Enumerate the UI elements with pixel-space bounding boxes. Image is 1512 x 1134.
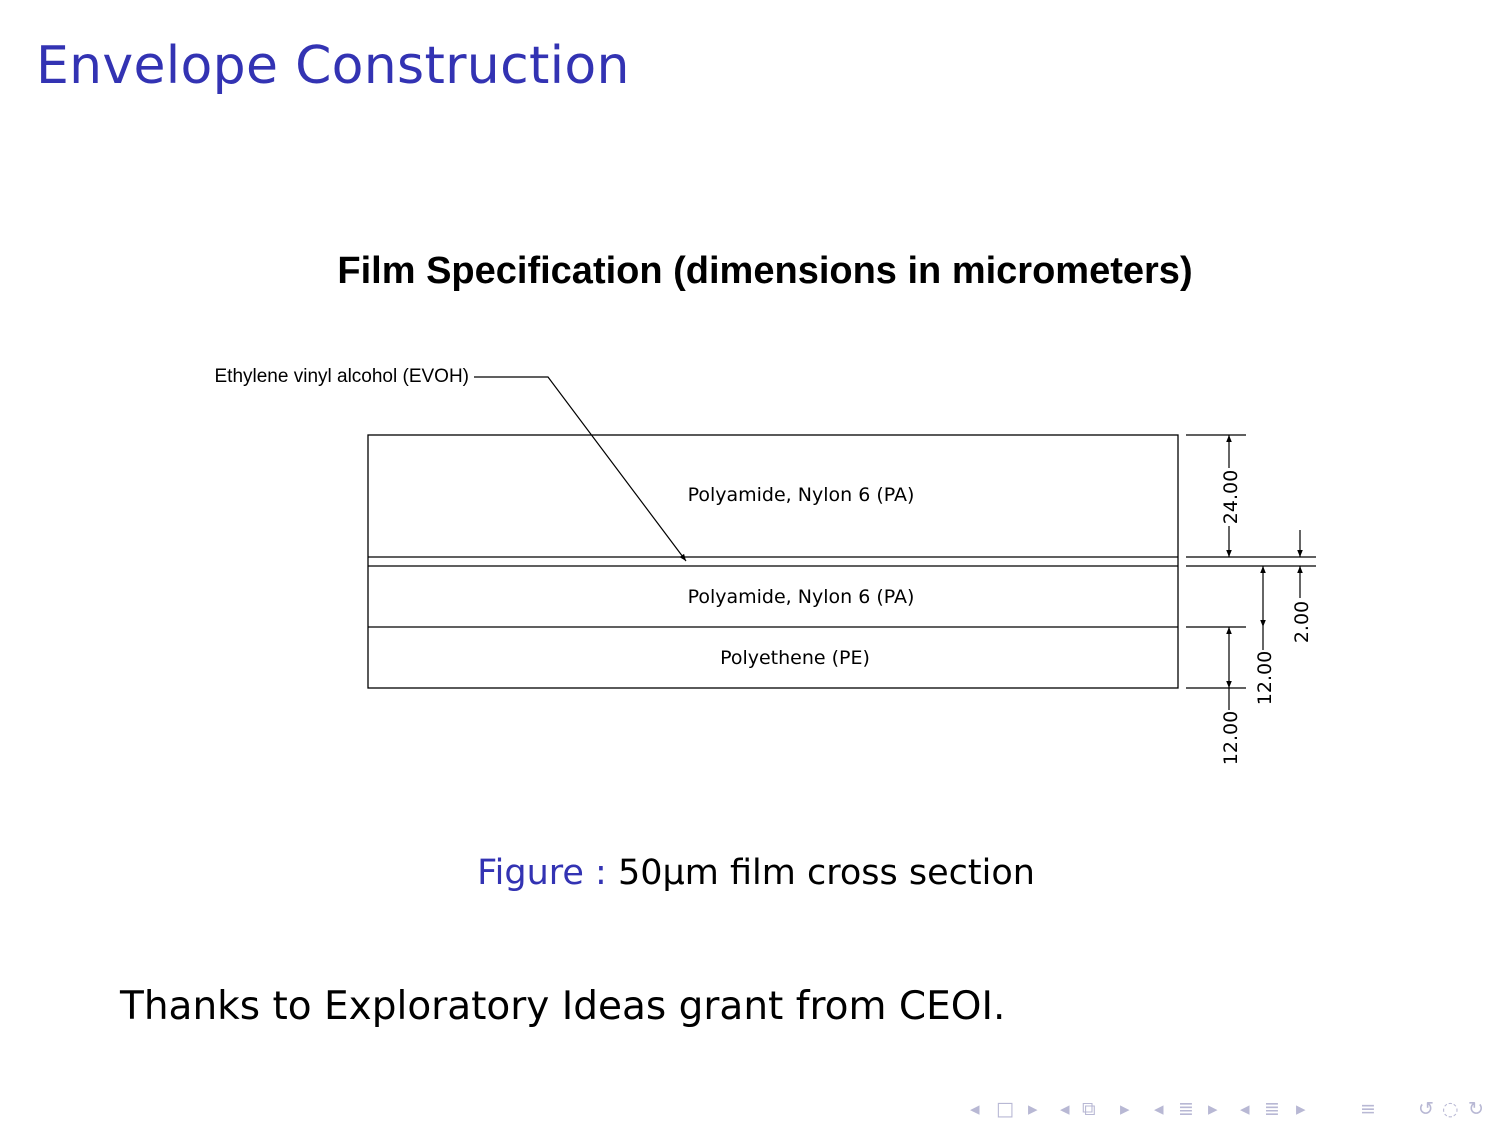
dimension-label-top-pa: 24.00: [1220, 470, 1242, 524]
dimension-label-mid-pa: 12.00: [1254, 651, 1276, 705]
undo-icon[interactable]: ↺: [1418, 1098, 1434, 1120]
nav-next-frame-icon[interactable]: ▸: [1028, 1098, 1038, 1120]
nav-prev-subsection-icon[interactable]: ◂: [1060, 1098, 1070, 1120]
dimension-label-evoh: 2.00: [1291, 601, 1313, 643]
caption-text: 50μm film cross section: [617, 853, 1035, 893]
frame-box-icon[interactable]: □: [996, 1098, 1014, 1120]
redo-icon[interactable]: ↻: [1468, 1098, 1484, 1120]
caption-label: Figure :: [477, 853, 607, 893]
subsection-box-icon[interactable]: ⧉: [1082, 1098, 1096, 1120]
figure-title: Film Specification (dimensions in microm…: [337, 250, 1193, 292]
film-outline: [367, 434, 1179, 689]
acknowledgement-text: Thanks to Exploratory Ideas grant from C…: [120, 984, 1006, 1029]
figure-caption: Figure : 50μm film cross section: [0, 853, 1512, 893]
slide-title: Envelope Construction: [36, 36, 630, 96]
extension-lines: [1186, 434, 1316, 689]
nav-next-section-icon[interactable]: ▸: [1208, 1098, 1218, 1120]
layer-stack: [367, 434, 1179, 689]
nav-prev-frame-icon[interactable]: ◂: [970, 1098, 980, 1120]
find-icon[interactable]: ◌: [1442, 1098, 1459, 1120]
section-lines-icon[interactable]: ≣: [1178, 1098, 1194, 1120]
part-lines-icon[interactable]: ≣: [1264, 1098, 1280, 1120]
nav-next-subsection-icon[interactable]: ▸: [1120, 1098, 1130, 1120]
evoh-leader-line: [474, 376, 687, 562]
align-lines-icon[interactable]: ≡: [1360, 1098, 1376, 1120]
nav-prev-section-icon[interactable]: ◂: [1154, 1098, 1164, 1120]
nav-next-part-icon[interactable]: ▸: [1296, 1098, 1306, 1120]
dimension-label-pe: 12.00: [1220, 711, 1242, 765]
layer-label-top-pa: Polyamide, Nylon 6 (PA): [688, 484, 915, 506]
layer-label-mid-pa: Polyamide, Nylon 6 (PA): [688, 586, 915, 608]
layer-label-pe: Polyethene (PE): [720, 647, 870, 669]
nav-prev-part-icon[interactable]: ◂: [1240, 1098, 1250, 1120]
evoh-label: Ethylene vinyl alcohol (EVOH): [215, 366, 470, 387]
